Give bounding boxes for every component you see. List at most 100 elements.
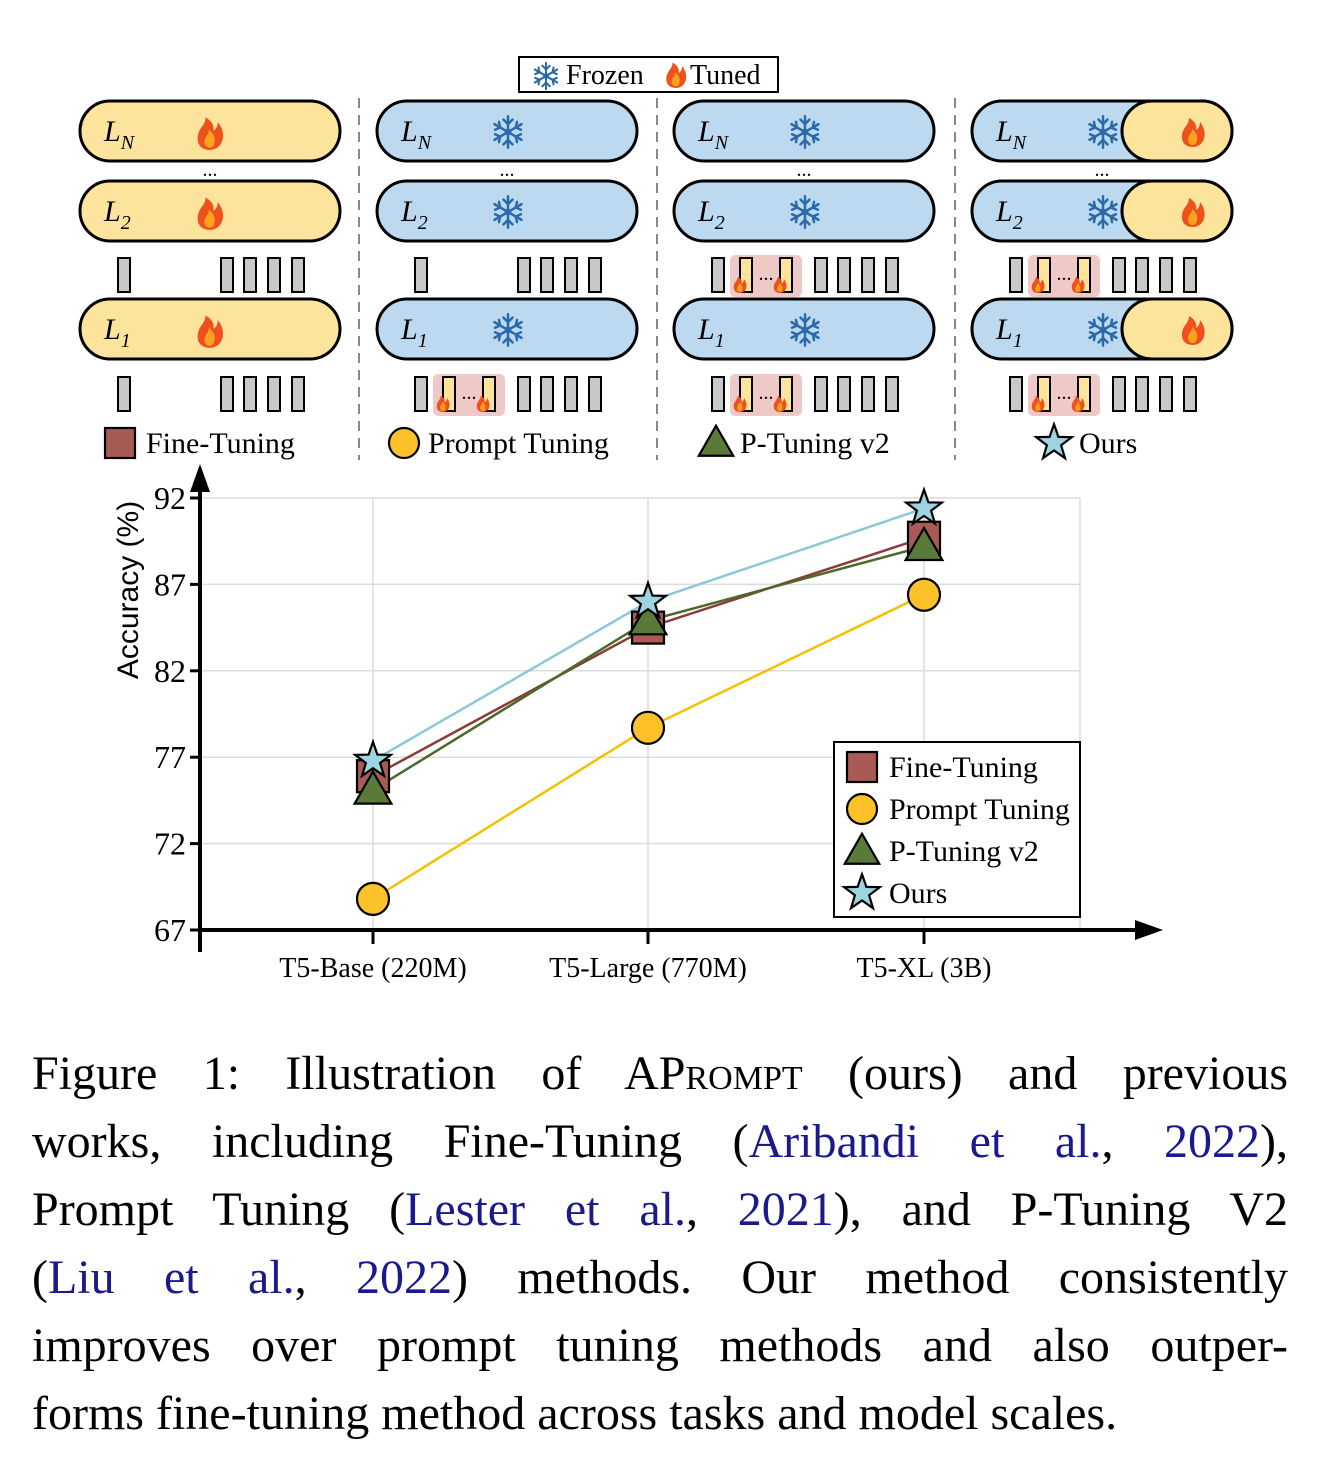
figure-caption: Figure 1: Illustration of APrompt (ours)…	[32, 1040, 1288, 1448]
citation-liu[interactable]: Liu et al.	[47, 1251, 295, 1304]
token-connector	[414, 257, 428, 293]
token-connector	[885, 257, 899, 293]
legend-marker	[845, 750, 879, 784]
method-panel-4: ...... LN L2 L1...	[970, 99, 1234, 416]
citation-aribandi[interactable]: Aribandi et al.	[748, 1115, 1102, 1168]
token-connector	[1009, 257, 1023, 293]
tuned-label: Tuned	[690, 60, 761, 91]
method-title-marker-1	[103, 426, 137, 460]
layer-label: L2	[400, 195, 428, 234]
legend-marker	[841, 870, 883, 911]
y-tick-label: 67	[154, 912, 186, 948]
layer-block-2: L2	[78, 179, 342, 243]
x-tick-label: T5-Base (220M)	[279, 953, 466, 984]
method-titles: Fine-Tuning Prompt Tuning P-Tuning v2 Ours	[103, 420, 1137, 461]
token-connector	[711, 257, 725, 293]
adapter-block	[1120, 179, 1234, 243]
citation-aribandi-year[interactable]: 2022	[1164, 1115, 1261, 1168]
token-connector	[1135, 376, 1149, 412]
chart-axes	[190, 464, 1163, 952]
token-connector	[814, 257, 828, 293]
legend-label: Ours	[889, 877, 947, 910]
method-title-1: Fine-Tuning	[146, 427, 295, 460]
citation-liu-year[interactable]: 2022	[356, 1251, 452, 1304]
token-connector	[1009, 376, 1023, 412]
method-title-2: Prompt Tuning	[428, 427, 609, 460]
token-connector	[267, 257, 281, 293]
legend-label: Fine-Tuning	[889, 751, 1038, 784]
method-title-4: Ours	[1079, 427, 1137, 460]
token-connector	[814, 376, 828, 412]
legend-marker	[845, 792, 879, 826]
y-tick-label: 72	[154, 826, 186, 862]
token-connector	[564, 376, 578, 412]
layer-label: L1	[400, 313, 428, 352]
layer-label: L2	[995, 195, 1023, 234]
method-panels: LN L2 L1...... LN L2 L1......... LN L2 L1.......…	[78, 99, 1234, 416]
token-connector	[1159, 376, 1173, 412]
prompt-dots: ...	[462, 382, 477, 404]
token-connector	[885, 376, 899, 412]
token-connector	[540, 376, 554, 412]
layer-label: L2	[697, 195, 725, 234]
data-point-circle	[906, 577, 942, 612]
layer-ellipsis: ...	[203, 159, 218, 181]
caption-line-4: (Liu et al., 2022) methods. Our method c…	[32, 1251, 1289, 1304]
layer-label: L1	[697, 313, 725, 352]
caption-line-2: works, including Fine-Tuning (Aribandi e…	[32, 1115, 1288, 1168]
x-axis-arrow	[1135, 920, 1163, 940]
layer-label: LN	[995, 115, 1028, 154]
accuracy-chart: 67 72 77 82 87 92 T5-Base (220M) T5-Large (770…	[112, 464, 1163, 984]
token-connector	[243, 257, 257, 293]
layer-block-1: L1	[672, 297, 936, 361]
panel-separators	[358, 98, 956, 460]
frozen-label: Frozen	[566, 60, 644, 91]
aprompt-smallcaps: rompt	[685, 1047, 803, 1100]
method-title-3: P-Tuning v2	[740, 427, 890, 460]
adapter-block	[1120, 297, 1234, 361]
token-connector	[540, 257, 554, 293]
method-panel-1: LN L2 L1...	[78, 99, 342, 412]
token-connector	[564, 257, 578, 293]
x-tick-labels: T5-Base (220M) T5-Large (770M) T5-XL (3B)	[279, 930, 992, 984]
layer-label: L1	[103, 313, 131, 352]
layer-block-1: L1	[375, 297, 639, 361]
layer-block-2: L2	[970, 179, 1234, 243]
token-connector	[243, 376, 257, 412]
citation-lester[interactable]: Lester et al.	[405, 1183, 686, 1236]
citation-lester-year[interactable]: 2021	[737, 1183, 834, 1236]
layer-label: LN	[103, 115, 136, 154]
token-connector	[414, 376, 428, 412]
token-connector	[517, 257, 531, 293]
layer-block-2: L2	[375, 179, 639, 243]
caption-line-5: improves over prompt tuning methods and …	[32, 1319, 1288, 1372]
token-connector	[588, 376, 602, 412]
layer-ellipsis: ...	[1095, 159, 1110, 181]
layer-block-n: LN	[970, 99, 1234, 163]
y-tick-labels: 67 72 77 82 87 92	[154, 480, 200, 948]
method-title-marker-2	[387, 426, 421, 460]
x-tick-label: T5-Large (770M)	[549, 953, 747, 984]
legend-label: Prompt Tuning	[889, 793, 1070, 826]
data-point-triangle	[352, 769, 394, 805]
legend-label: P-Tuning v2	[889, 835, 1039, 868]
chart-legend: Fine-Tuning Prompt Tuning P-Tuning v2 Ours	[833, 741, 1081, 918]
data-point-star	[903, 486, 945, 527]
layer-label: L1	[995, 313, 1023, 352]
layer-label: LN	[400, 115, 433, 154]
layer-block-n: LN	[375, 99, 639, 163]
token-connector	[1183, 376, 1197, 412]
y-tick-label: 87	[154, 566, 186, 602]
data-point-star	[627, 579, 669, 620]
data-point-circle	[355, 881, 391, 916]
legend-marker	[842, 831, 882, 865]
layer-block-2: L2	[672, 179, 936, 243]
method-panel-3: ...... LN L2 L1...	[672, 99, 936, 416]
token-connector	[291, 376, 305, 412]
method-title-marker-4	[1033, 420, 1075, 461]
layer-block-n: LN	[672, 99, 936, 163]
data-point-triangle	[903, 525, 945, 562]
layer-label: L2	[103, 195, 131, 234]
y-axis-label: Accuracy (%)	[112, 501, 145, 679]
token-connector	[837, 376, 851, 412]
